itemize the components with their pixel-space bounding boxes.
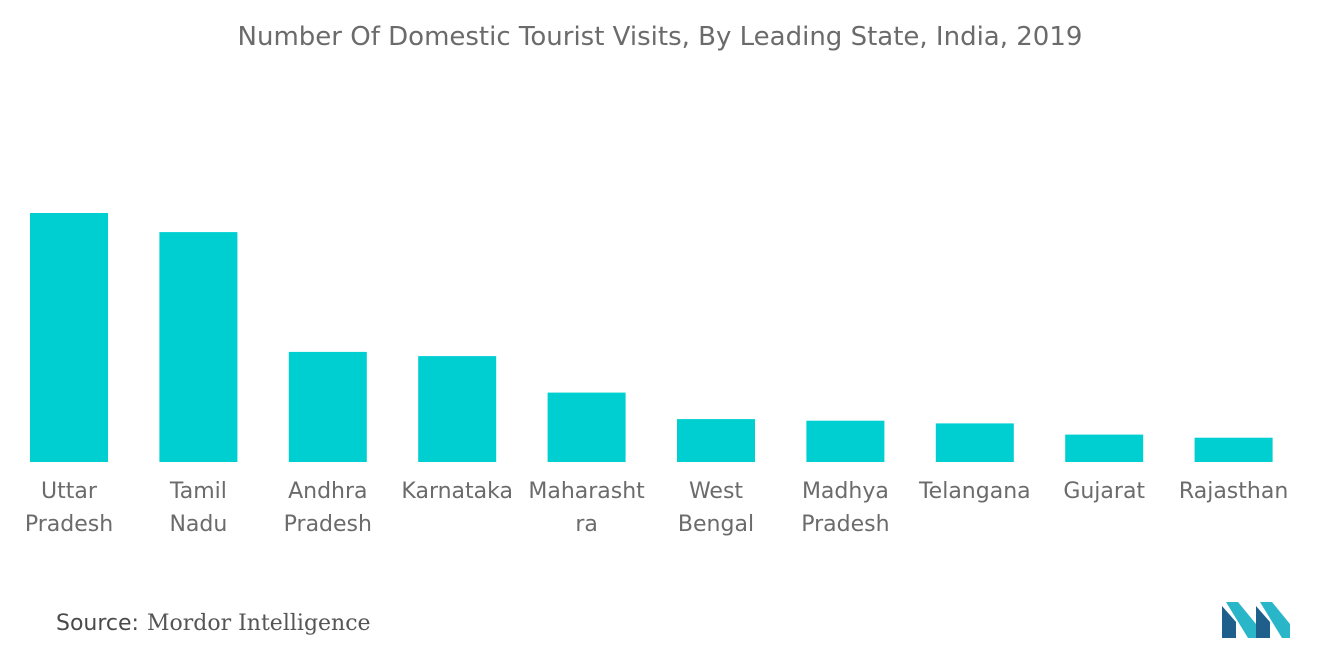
x-tick-label: Maharasht ra [528,479,645,537]
x-tick-label-line: Pradesh [284,512,372,537]
bar [1194,437,1273,462]
bar [418,356,497,462]
bar [30,213,108,462]
bar [547,392,626,462]
bar-chart: Uttar Pradesh Tamil Nadu Andhra Pradesh Karnat… [25,213,1288,537]
x-tick-label-line: ra [575,512,598,537]
bar [1065,434,1144,462]
x-tick-label-line: Pradesh [801,512,889,537]
x-tick-label: Karnataka [401,479,513,504]
x-tick-label: Rajasthan [1179,479,1288,504]
x-tick-label-line: Andhra [288,479,367,504]
bar [159,232,238,462]
x-tick-label: Uttar Pradesh [25,479,113,537]
bar [288,351,367,462]
x-tick-label-line: Gujarat [1063,479,1145,504]
x-tick-label: Telangana [918,479,1031,504]
x-tick-label-line: Telangana [918,479,1031,504]
x-tick-label-line: Pradesh [25,512,113,537]
x-tick-label-line: Bengal [678,512,754,537]
x-tick-label-line: Rajasthan [1179,479,1288,504]
source-label: Source: [56,611,139,636]
x-tick-label-line: West [689,479,743,504]
x-tick-label: Madhya Pradesh [801,479,889,537]
x-tick-label-line: Nadu [169,512,227,537]
bar [677,419,755,462]
source-value: Mordor Intelligence [146,611,371,636]
source-line: Source: Mordor Intelligence [56,611,371,636]
x-tick-label-line: Tamil [169,479,227,504]
x-tick-label: Andhra Pradesh [284,479,372,537]
bar [806,420,885,462]
mordor-intelligence-logo-icon [1222,602,1290,638]
bar [935,423,1014,462]
x-tick-label-line: Madhya [802,479,889,504]
x-tick-label-line: Karnataka [401,479,513,504]
chart-title: Number Of Domestic Tourist Visits, By Le… [237,22,1083,52]
x-tick-label: Tamil Nadu [169,479,227,537]
x-tick-label-line: Uttar [41,479,98,504]
x-tick-label: West Bengal [678,479,754,537]
x-tick-label-line: Maharasht [528,479,645,504]
x-tick-label: Gujarat [1063,479,1145,504]
